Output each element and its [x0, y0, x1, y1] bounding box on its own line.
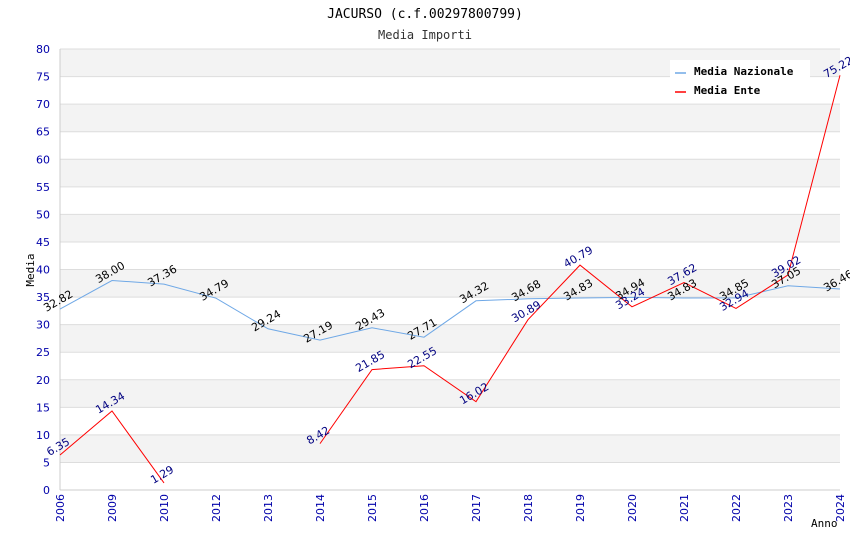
y-tick-label: 45	[36, 236, 50, 249]
y-tick-label: 40	[36, 264, 50, 277]
chart-subtitle: Media Importi	[378, 28, 472, 42]
x-tick-label: 2015	[366, 494, 379, 522]
band-25	[60, 324, 840, 353]
line-media-nazionale-segment-0	[59, 279, 841, 341]
y-tick-label: 0	[43, 484, 50, 497]
y-tick-label: 75	[36, 71, 50, 84]
x-axis-ticks: 2006 2009 2010 2012 2013 2014 2015 2016 2017 2018…	[54, 494, 847, 522]
band-5	[60, 434, 840, 463]
y-tick-label: 50	[36, 208, 50, 221]
background-bands	[60, 49, 840, 463]
y-tick-label: 15	[36, 401, 50, 414]
gridlines	[60, 48, 840, 491]
y-tick-label: 5	[43, 456, 50, 469]
legend-label-nazionale: Media Nazionale	[694, 65, 794, 78]
x-tick-label: 2012	[210, 494, 223, 522]
legend-label-ente: Media Ente	[694, 84, 761, 97]
y-tick-label: 80	[36, 43, 50, 56]
y-axis-ticks: 0 5 10 15 20 25 30 35 40 45 50 55 60 65 70 75 80	[36, 43, 50, 497]
y-tick-label: 35	[36, 291, 50, 304]
x-tick-label: 2006	[54, 494, 67, 522]
x-tick-label: 2014	[314, 494, 327, 522]
x-tick-label: 2022	[730, 494, 743, 522]
y-tick-label: 10	[36, 429, 50, 442]
x-tick-label: 2020	[626, 494, 639, 522]
legend-box	[670, 60, 810, 100]
x-tick-label: 2016	[418, 494, 431, 522]
axes	[59, 49, 840, 491]
y-tick-label: 70	[36, 98, 50, 111]
x-tick-label: 2018	[522, 494, 535, 522]
x-tick-label: 2019	[574, 494, 587, 522]
band-55	[60, 159, 840, 187]
x-tick-label: 2024	[834, 494, 847, 522]
band-35	[60, 269, 840, 298]
band-15	[60, 379, 840, 408]
x-tick-label: 2009	[106, 494, 119, 522]
y-axis-label: Media	[24, 253, 37, 286]
x-tick-label: 2023	[782, 494, 795, 522]
y-tick-label: 60	[36, 153, 50, 166]
x-tick-label: 2013	[262, 494, 275, 522]
x-axis-label: Anno	[811, 517, 838, 530]
legend: Media Nazionale Media Ente	[670, 60, 810, 100]
x-tick-label: 2010	[158, 494, 171, 522]
series-lines	[59, 75, 841, 484]
y-tick-label: 65	[36, 126, 50, 139]
band-45	[60, 214, 840, 242]
x-tick-label: 2021	[678, 494, 691, 522]
y-tick-label: 55	[36, 181, 50, 194]
band-65	[60, 104, 840, 132]
y-tick-label: 25	[36, 346, 50, 359]
y-tick-label: 30	[36, 319, 50, 332]
y-tick-label: 20	[36, 374, 50, 387]
x-tick-label: 2017	[470, 494, 483, 522]
line-media-ente-segment-1	[319, 75, 841, 444]
chart-title: JACURSO (c.f.00297800799)	[327, 7, 523, 22]
line-media-ente-segment-0	[59, 410, 165, 484]
